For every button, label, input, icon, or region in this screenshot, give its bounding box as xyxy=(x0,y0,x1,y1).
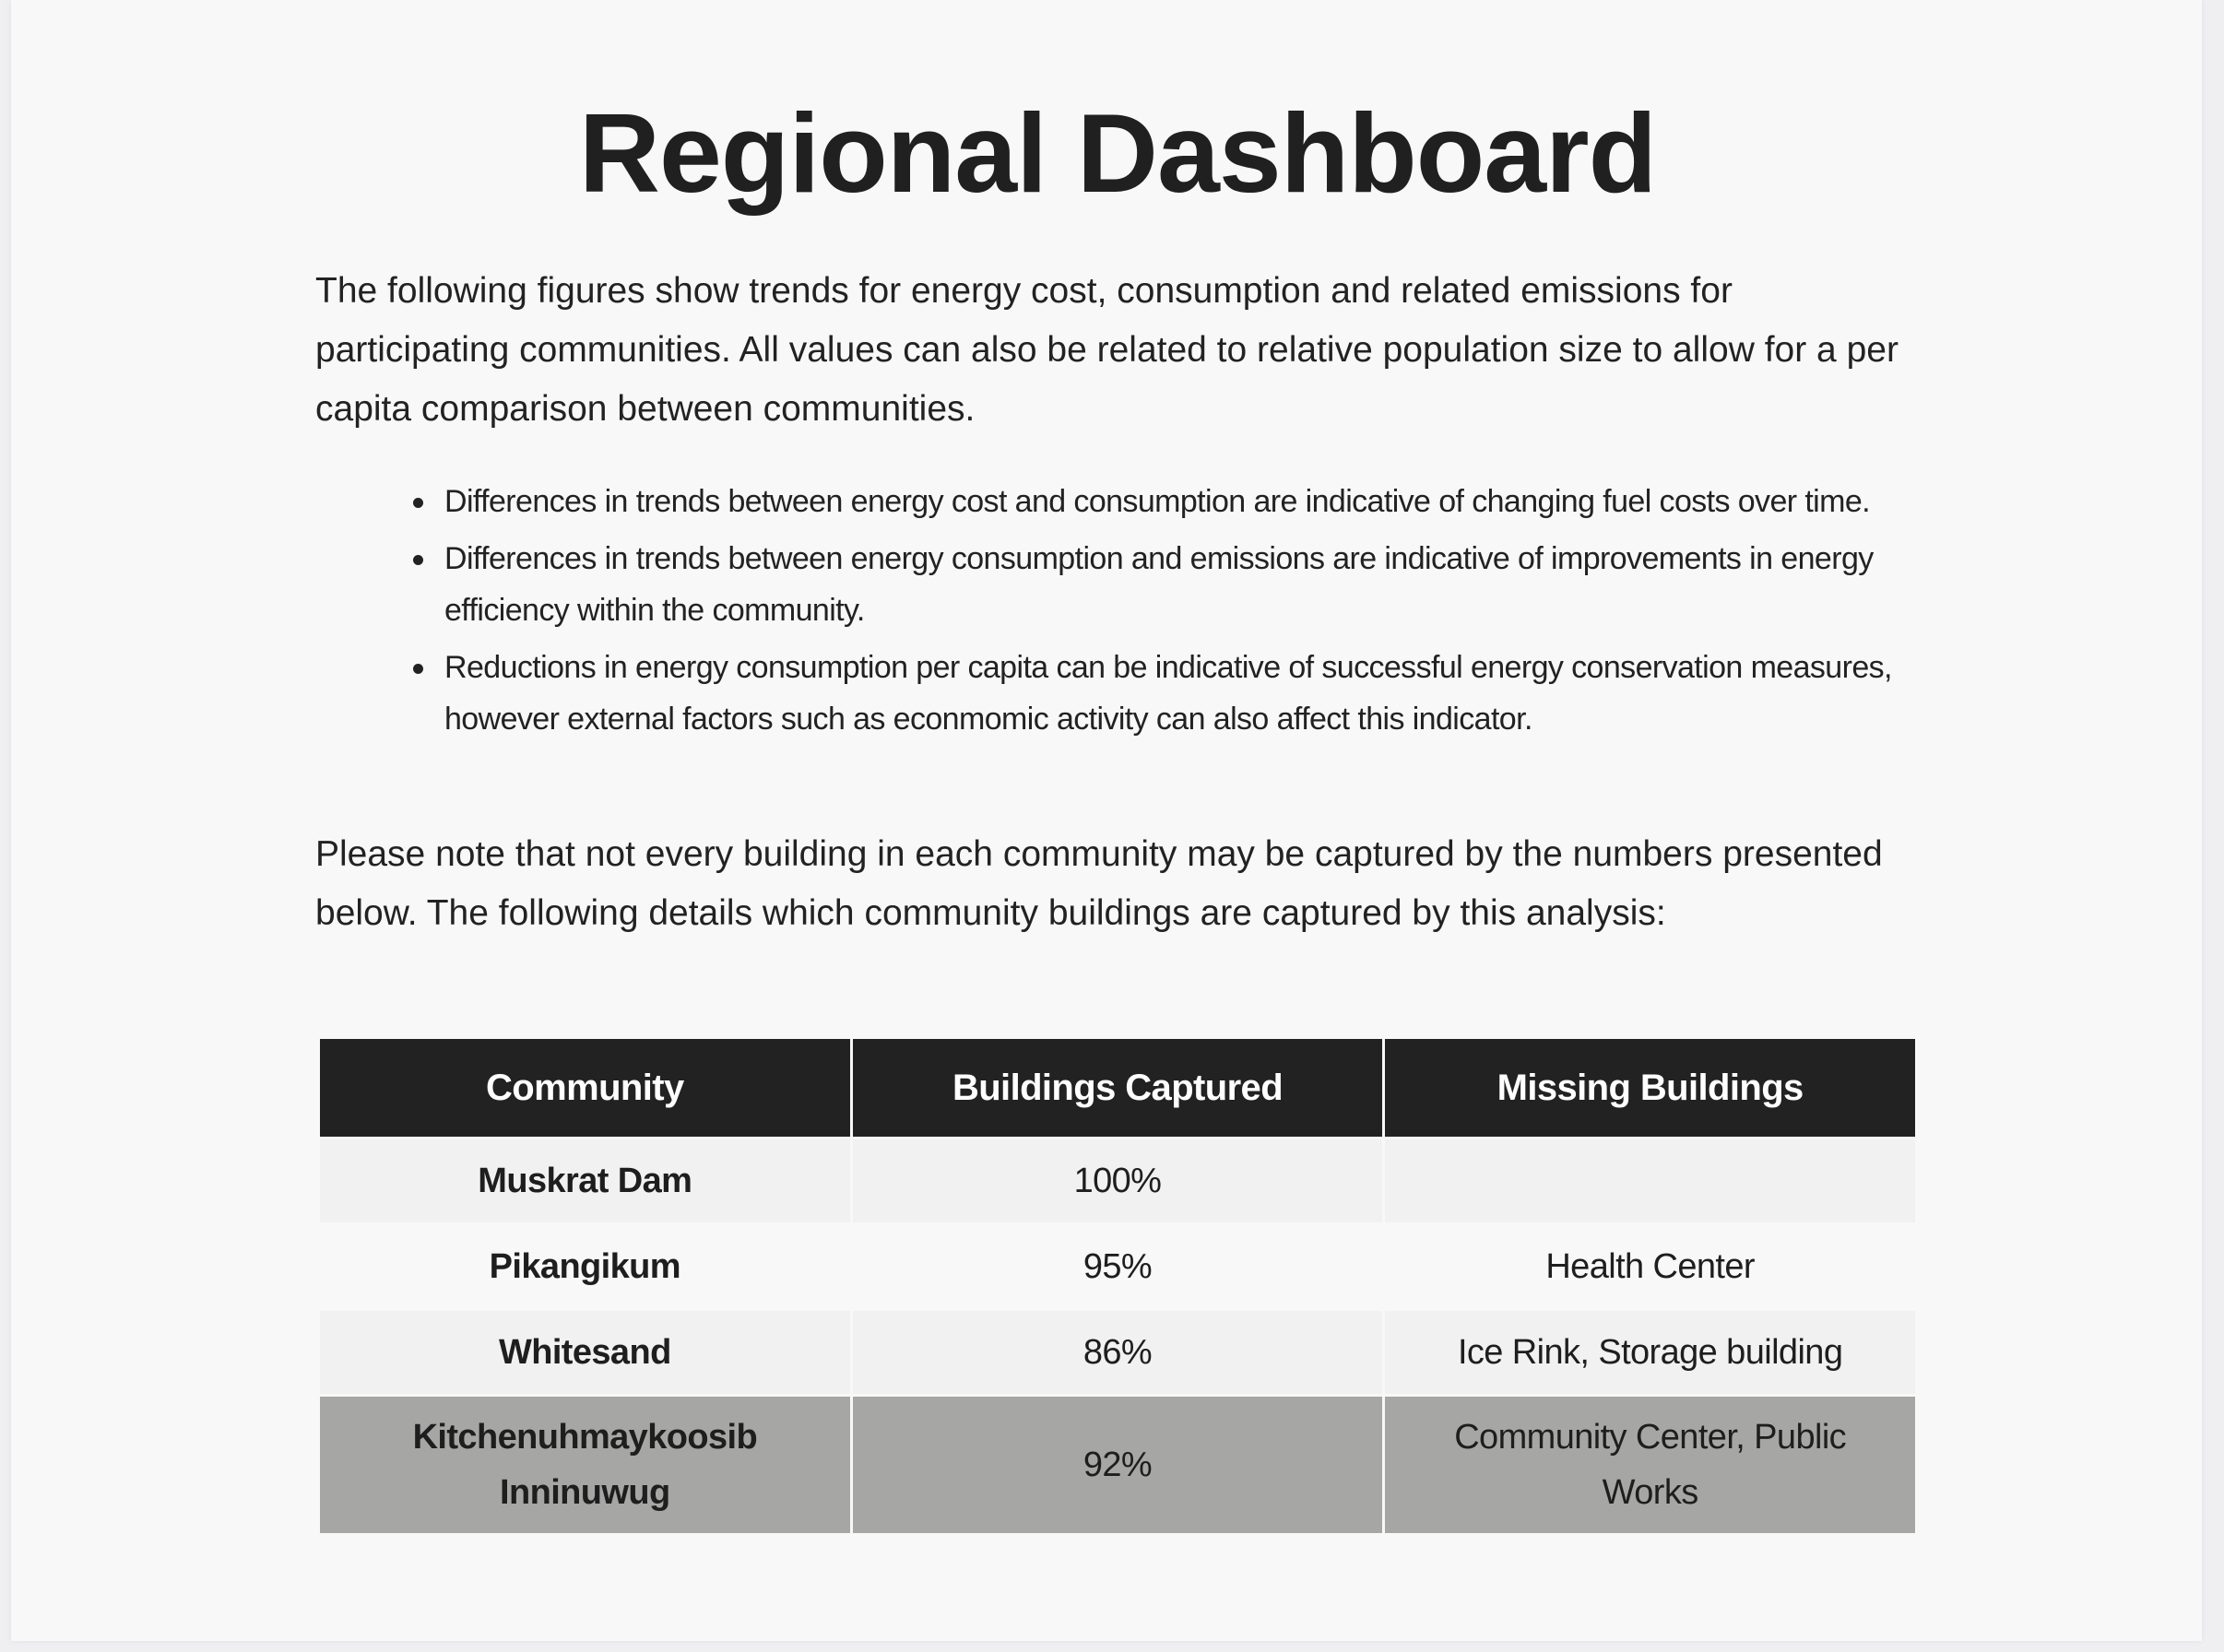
cell-missing: Community Center, Public Works xyxy=(1382,1394,1918,1536)
table-row: Muskrat Dam 100% xyxy=(317,1137,1918,1225)
header-community: Community xyxy=(317,1036,853,1139)
cell-missing: Ice Rink, Storage building xyxy=(1382,1308,1918,1397)
cell-missing: Health Center xyxy=(1382,1222,1918,1311)
table-row-highlighted: Kitchenuhmaykoosib Inninuwug 92% Communi… xyxy=(317,1394,1918,1536)
note-paragraph: Please note that not every building in e… xyxy=(315,834,1883,933)
cell-captured: 100% xyxy=(849,1137,1386,1225)
cell-community: Pikangikum xyxy=(317,1222,853,1311)
buildings-table: Community Buildings Captured Missing Bui… xyxy=(317,1036,1918,1536)
cell-captured: 86% xyxy=(849,1308,1386,1397)
page-container: Regional Dashboard The following figures… xyxy=(11,0,2202,1641)
cell-captured: 92% xyxy=(849,1394,1386,1536)
header-missing-buildings: Missing Buildings xyxy=(1382,1036,1918,1139)
cell-community: Muskrat Dam xyxy=(317,1137,853,1225)
cell-community: Whitesand xyxy=(317,1308,853,1397)
cell-captured: 95% xyxy=(849,1222,1386,1311)
table-header-row: Community Buildings Captured Missing Bui… xyxy=(317,1036,1918,1139)
intro-paragraph: The following figures show trends for en… xyxy=(315,271,1899,429)
bullet-item: Reductions in energy consumption per cap… xyxy=(413,642,1920,745)
table-row: Pikangikum 95% Health Center xyxy=(317,1222,1918,1311)
table-row: Whitesand 86% Ice Rink, Storage building xyxy=(317,1308,1918,1397)
page-title: Regional Dashboard xyxy=(578,90,1657,216)
cell-missing xyxy=(1382,1137,1918,1225)
cell-community: Kitchenuhmaykoosib Inninuwug xyxy=(317,1394,853,1536)
bullet-item: Differences in trends between energy con… xyxy=(413,533,1920,636)
bullet-list: Differences in trends between energy cos… xyxy=(413,476,1920,750)
header-buildings-captured: Buildings Captured xyxy=(849,1036,1386,1139)
bullet-item: Differences in trends between energy cos… xyxy=(413,476,1920,527)
